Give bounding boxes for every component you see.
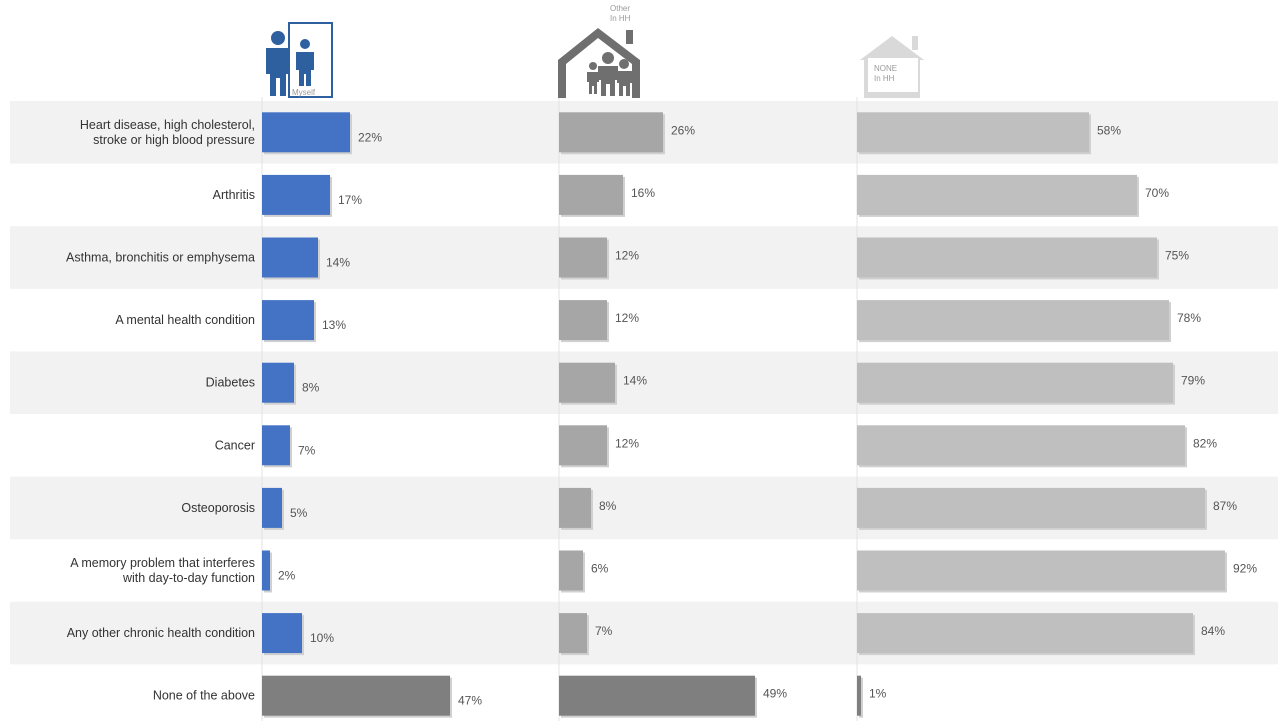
category-label: A mental health condition — [115, 313, 255, 327]
bar-other-in-hh — [559, 174, 623, 215]
bar-none-in-hh — [857, 112, 1089, 153]
icon-caption-other-line1: Other — [610, 4, 630, 13]
value-label: 8% — [599, 499, 617, 513]
value-label: 7% — [298, 443, 316, 457]
bar-other-in-hh — [559, 425, 607, 466]
bar-other-in-hh — [559, 487, 591, 528]
bar-other-in-hh — [559, 112, 663, 153]
value-label: 5% — [290, 506, 308, 520]
value-label: 12% — [615, 249, 639, 263]
family-house-icon — [558, 28, 640, 98]
bar-none-in-hh — [857, 550, 1225, 591]
category-label: Cancer — [215, 438, 255, 452]
value-label: 78% — [1177, 311, 1201, 325]
value-label: 84% — [1201, 624, 1225, 638]
bar-other-in-hh — [559, 300, 607, 341]
bar-other-in-hh — [559, 237, 607, 278]
category-label: Any other chronic health condition — [67, 626, 255, 640]
bar-myself — [262, 174, 330, 215]
bar-myself — [262, 550, 270, 591]
icon-caption-myself: Myself — [292, 88, 316, 97]
icon-caption-none-line2: In HH — [874, 74, 895, 83]
bar-myself — [262, 362, 294, 403]
bar-myself — [262, 425, 290, 466]
bar-other-in-hh — [559, 362, 615, 403]
category-labels: Heart disease, high cholesterol, stroke o… — [66, 118, 255, 703]
bar-none-in-hh — [857, 174, 1137, 215]
value-label: 47% — [458, 694, 482, 708]
category-label: A memory problem that interferes with day… — [70, 556, 255, 585]
category-label: Osteoporosis — [181, 501, 255, 515]
myself-people-icon — [266, 22, 333, 98]
value-label: 87% — [1213, 499, 1237, 513]
value-label: 1% — [869, 687, 887, 701]
bar-myself — [262, 300, 314, 341]
value-label: 16% — [631, 186, 655, 200]
bar-none-in-hh — [857, 237, 1157, 278]
value-label: 12% — [615, 436, 639, 450]
value-label: 10% — [310, 631, 334, 645]
value-label: 7% — [595, 624, 613, 638]
category-label: Asthma, bronchitis or emphysema — [66, 251, 255, 265]
category-label: Diabetes — [206, 376, 255, 390]
value-label: 58% — [1097, 123, 1121, 137]
value-labels: 22% 17% 14% 13% 8% 7% 5% 2% 10% 47% 26% 16% 12% 12% 14… — [278, 123, 1257, 707]
value-label: 13% — [322, 318, 346, 332]
bar-myself — [262, 613, 302, 654]
icon-caption-other-line2: In HH — [610, 14, 631, 23]
category-label: Arthritis — [213, 188, 255, 202]
bar-myself — [262, 112, 350, 153]
bars — [262, 112, 1227, 718]
bar-none-in-hh — [857, 425, 1185, 466]
value-label: 22% — [358, 130, 382, 144]
value-label: 92% — [1233, 562, 1257, 576]
icon-caption-none-line1: NONE — [874, 64, 897, 73]
value-label: 14% — [623, 374, 647, 388]
bar-none-in-hh — [857, 362, 1173, 403]
value-label: 2% — [278, 569, 296, 583]
empty-house-icon — [860, 36, 924, 98]
value-label: 8% — [302, 381, 320, 395]
value-label: 6% — [591, 562, 609, 576]
bar-none-in-hh — [857, 487, 1205, 528]
value-label: 70% — [1145, 186, 1169, 200]
bar-none-in-hh — [857, 300, 1169, 341]
category-label: Heart disease, high cholesterol, stroke o… — [80, 118, 255, 147]
category-label: None of the above — [153, 689, 255, 703]
bar-myself — [262, 675, 450, 716]
bar-other-in-hh — [559, 675, 755, 716]
bar-none-in-hh — [857, 675, 861, 716]
bar-other-in-hh — [559, 613, 587, 654]
bar-myself — [262, 237, 318, 278]
bar-other-in-hh — [559, 550, 583, 591]
bar-myself — [262, 487, 282, 528]
value-label: 14% — [326, 256, 350, 270]
value-label: 12% — [615, 311, 639, 325]
value-label: 26% — [671, 123, 695, 137]
value-label: 82% — [1193, 436, 1217, 450]
bar-none-in-hh — [857, 613, 1193, 654]
value-label: 79% — [1181, 374, 1205, 388]
value-label: 75% — [1165, 249, 1189, 263]
value-label: 17% — [338, 193, 362, 207]
value-label: 49% — [763, 687, 787, 701]
